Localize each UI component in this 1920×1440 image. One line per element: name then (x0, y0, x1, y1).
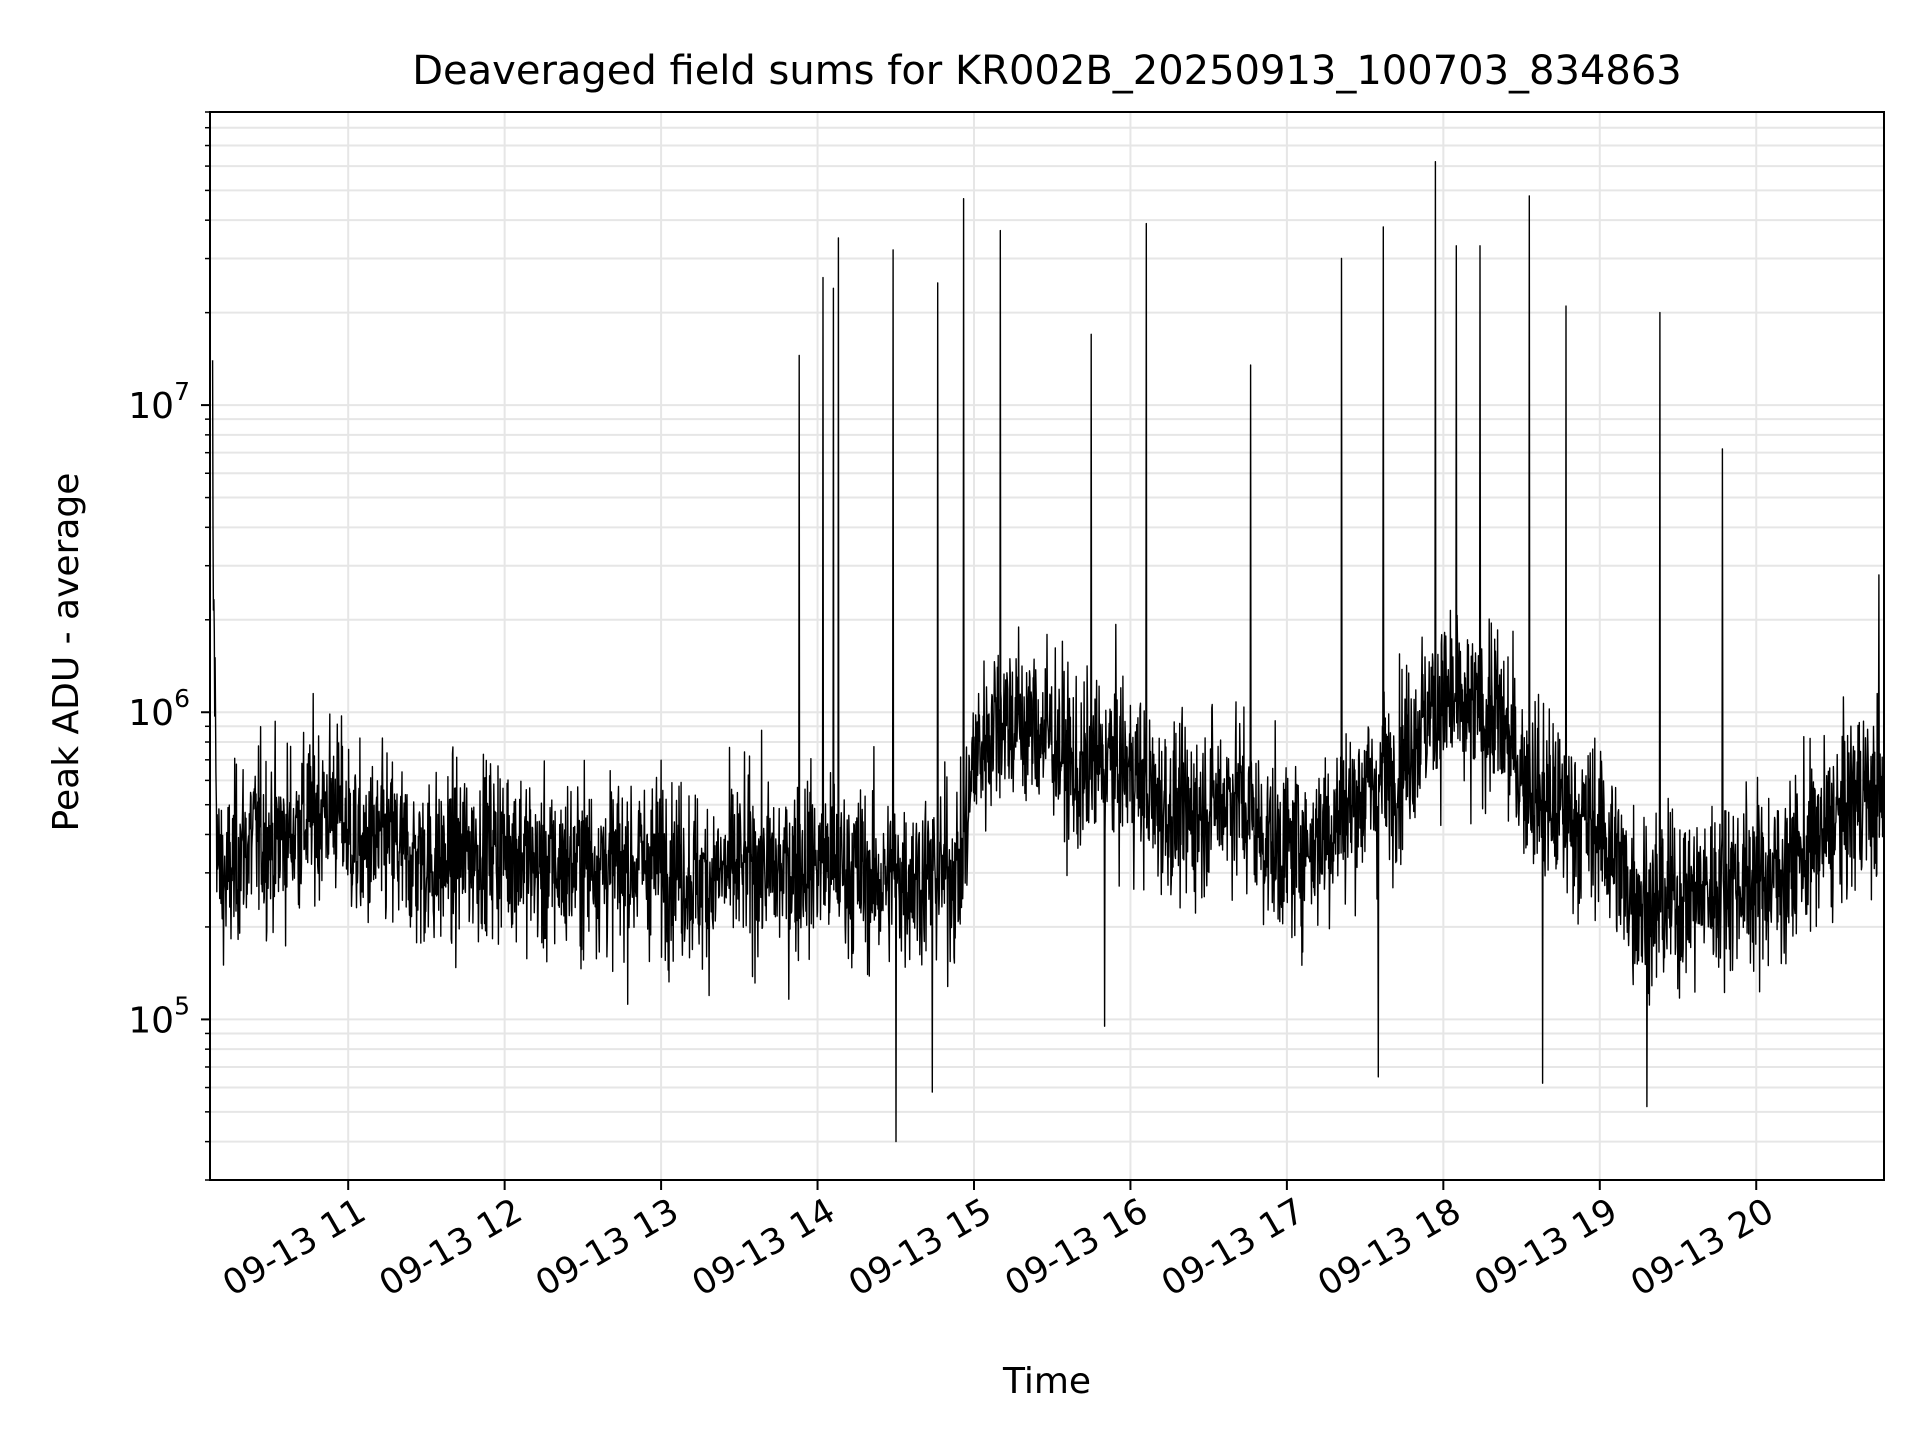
y-tick-label: 106 (128, 684, 190, 734)
x-tick-label: 09-13 14 (686, 1191, 842, 1304)
plot-area (211, 161, 1884, 1143)
series-line (211, 161, 1884, 1143)
x-tick-label: 09-13 13 (529, 1191, 685, 1304)
axes-frame (209, 111, 1885, 1181)
y-axis-label: Peak ADU - average (46, 473, 87, 832)
x-axis-label: Time (1002, 1361, 1091, 1402)
y-tick-label: 107 (128, 377, 190, 427)
x-tick-label: 09-13 16 (999, 1191, 1155, 1304)
x-tick-label: 09-13 20 (1624, 1191, 1780, 1304)
x-tick-label: 09-13 15 (842, 1191, 998, 1304)
chart-title: Deaveraged field sums for KR002B_2025091… (412, 48, 1682, 94)
x-tick-label: 09-13 18 (1312, 1191, 1468, 1304)
x-tick-label: 09-13 11 (216, 1191, 372, 1304)
x-tick-label: 09-13 17 (1155, 1191, 1311, 1304)
x-tick-label: 09-13 12 (373, 1191, 529, 1304)
x-tick-label: 09-13 19 (1468, 1191, 1624, 1304)
y-tick-label: 105 (128, 991, 190, 1041)
